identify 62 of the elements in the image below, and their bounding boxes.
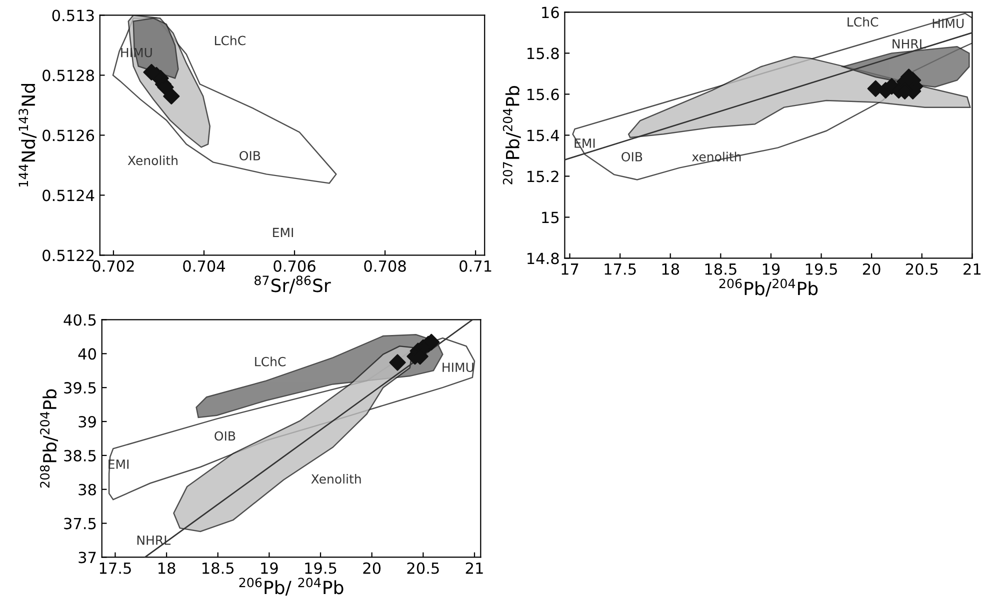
y-tick-label: 0.5126	[42, 130, 94, 142]
y-tick-label: 40	[78, 348, 96, 360]
x-tick-label: 17.5	[604, 264, 636, 275]
y-tick-label: 40.5	[64, 314, 96, 326]
x-tick-label: 20	[363, 562, 381, 574]
annotation: LChC	[255, 356, 286, 366]
x-tick-label: 20.5	[906, 263, 938, 275]
x-tick-label: 21	[466, 562, 483, 574]
y-tick-label: 15.6	[528, 88, 559, 100]
x-tick-label: 0.708	[364, 260, 406, 272]
x-tick-label: 18.5	[705, 263, 736, 275]
x-tick-label: 0.702	[92, 260, 134, 272]
x-tick-label: 19.5	[806, 263, 837, 275]
y-tick-label: 39.5	[64, 382, 96, 394]
x-tick-label: 0.704	[183, 260, 225, 272]
y-tick-label: 37	[78, 552, 96, 564]
x-axis-title: $^{206}$Pb/$^{204}$Pb	[719, 278, 818, 297]
y-axis-title: $^{144}$Nd/$^{143}$Nd	[18, 84, 37, 186]
x-tick-label: 19	[261, 562, 278, 574]
x-tick-label: 18	[662, 263, 680, 275]
x-tick-label: 0.71	[460, 260, 492, 272]
y-tick-label: 38.5	[64, 450, 96, 462]
x-axis-title: $^{87}$Sr/$^{86}$Sr	[254, 276, 331, 294]
annotation: LChC	[848, 16, 878, 27]
y-tick-label: 38	[78, 484, 96, 496]
annotation: HIMU	[932, 18, 964, 28]
y-tick-label: 39	[78, 416, 96, 428]
point	[389, 354, 406, 371]
annotation: HIMU	[442, 362, 474, 372]
x-tick-label: 20	[862, 263, 880, 275]
x-tick-label: 20.5	[407, 562, 439, 574]
annotation: LChC	[214, 36, 246, 46]
y-tick-label: 0.513	[52, 10, 94, 22]
x-tick-label: 0.706	[274, 260, 316, 272]
x-tick-label: 18	[158, 562, 176, 574]
y-axis-title: $^{208}$Pb/$^{204}$Pb	[40, 389, 58, 488]
y-tick-label: 0.5122	[42, 250, 94, 262]
y-tick-label: 15.4	[528, 130, 559, 142]
y-tick-label: 37.5	[64, 518, 96, 530]
y-tick-label: 0.5128	[42, 70, 94, 82]
point	[163, 88, 180, 105]
y-tick-label: 15.2	[528, 170, 558, 182]
annotation: Xenolith	[128, 156, 178, 166]
y-tick-label: 15	[542, 212, 559, 224]
annotation: OIB	[622, 152, 642, 162]
annotation: Xenolith	[311, 474, 361, 484]
annotation: EMI	[273, 228, 293, 238]
y-tick-label: 15.8	[528, 48, 559, 60]
x-tick-label: 19	[762, 263, 780, 275]
annotation: OIB	[240, 150, 260, 160]
annotation: OIB	[214, 431, 236, 441]
y-tick-label: 0.5124	[42, 190, 94, 202]
x-tick-label: 21	[964, 263, 980, 275]
x-tick-label: 19.5	[305, 562, 336, 574]
x-tick-label: 17	[562, 264, 578, 275]
y-tick-label: 16	[542, 6, 559, 18]
annotation: NHRL	[892, 39, 926, 48]
x-tick-label: 18.5	[202, 562, 234, 574]
y-tick-label: 14.8	[528, 252, 559, 264]
x-axis-title: $^{206}$Pb/ $^{204}$Pb	[239, 578, 344, 596]
y-axis-title: $^{207}$Pb/$^{204}$Pb	[502, 86, 521, 184]
x-tick-label: 17.5	[100, 562, 131, 574]
